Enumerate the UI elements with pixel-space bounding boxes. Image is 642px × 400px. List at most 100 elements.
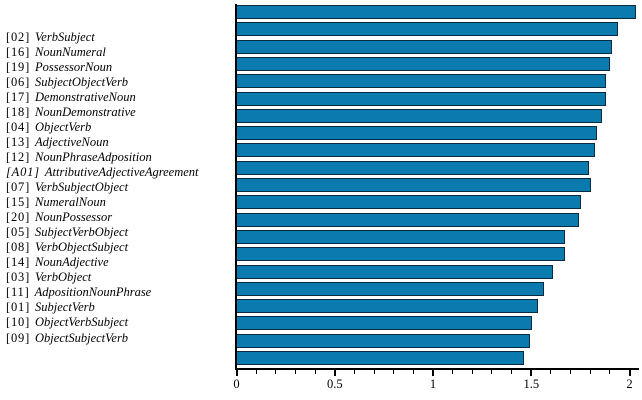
category-id: [18] (6, 104, 31, 119)
x-axis-minor-tick (609, 370, 611, 374)
x-axis-minor-tick (294, 370, 296, 374)
x-axis-line (235, 368, 640, 370)
x-axis-major-tick (530, 370, 533, 376)
category-label: [15] NumeralNoun (6, 194, 106, 210)
x-axis-minor-tick (452, 370, 454, 374)
category-id: [A01] (6, 164, 40, 179)
x-axis-minor-tick (511, 370, 513, 374)
bar (236, 299, 538, 314)
category-id: [02] (6, 29, 31, 44)
category-id: [10] (6, 315, 31, 330)
category-label: [07] VerbSubjectObject (6, 179, 128, 195)
category-name: NounPhraseAdposition (35, 149, 152, 164)
category-id: [13] (6, 134, 31, 149)
category-name: ObjectVerb (35, 119, 92, 134)
category-name: SubjectVerb (35, 300, 95, 315)
x-axis-tick-label: 0.5 (326, 377, 343, 391)
category-id: [16] (6, 44, 31, 59)
bar (236, 126, 597, 141)
x-axis-major-tick (628, 370, 631, 376)
category-id: [19] (6, 59, 31, 74)
category-id: [03] (6, 270, 31, 285)
bar (236, 39, 613, 54)
category-name: VerbSubjectObject (35, 180, 129, 194)
category-label: [16] NounNumeral (6, 44, 106, 60)
x-axis-minor-tick (393, 370, 395, 374)
category-label: [A01] AttributiveAdjectiveAgreement (6, 164, 199, 180)
category-label: [09] ObjectSubjectVerb (6, 330, 128, 346)
category-id: [11] (6, 285, 30, 300)
category-label: [12] NounPhraseAdposition (6, 149, 152, 165)
x-axis-major-tick (432, 370, 434, 376)
category-id: [15] (6, 195, 31, 210)
x-axis-minor-tick (550, 370, 552, 374)
bar (236, 108, 603, 123)
category-label: [05] SubjectVerbObject (6, 224, 128, 240)
bar (236, 281, 544, 296)
category-label: [04] ObjectVerb (6, 119, 91, 135)
bar (236, 178, 591, 192)
category-name: ObjectSubjectVerb (35, 330, 129, 345)
bar (236, 56, 611, 71)
x-axis-major-tick (333, 370, 336, 376)
category-name: AttributiveAdjectiveAgreement (44, 164, 199, 179)
category-name: VerbObjectSubject (35, 240, 129, 255)
category-name: DemonstrativeNoun (35, 89, 136, 104)
x-axis-major-tick (235, 370, 238, 376)
bar (236, 5, 636, 19)
x-axis-minor-tick (412, 370, 414, 374)
category-name: VerbObject (35, 270, 92, 285)
category-name: NounPossessor (35, 210, 113, 225)
category-id: [06] (6, 74, 31, 89)
category-name: NounNumeral (35, 44, 106, 59)
x-axis-minor-tick (491, 370, 493, 374)
category-name: NumeralNoun (35, 195, 106, 210)
bar (236, 351, 524, 365)
category-name: AdpositionNounPhrase (34, 285, 152, 300)
category-label: [10] ObjectVerbSubject (6, 314, 128, 330)
x-axis-tick-label: 1 (429, 377, 437, 391)
category-id: [17] (6, 89, 31, 104)
category-name: ObjectVerbSubject (35, 315, 129, 330)
category-name: SubjectObjectVerb (35, 74, 129, 89)
bar (236, 247, 566, 262)
bar (236, 229, 566, 244)
category-label: [17] DemonstrativeNoun (6, 89, 136, 105)
category-label: [08] VerbObjectSubject (6, 239, 128, 255)
bar (236, 74, 607, 89)
category-name: NounAdjective (35, 255, 109, 270)
category-id: [12] (6, 149, 31, 164)
x-axis-minor-tick (275, 370, 277, 374)
bar (236, 22, 619, 37)
category-label: [13] AdjectiveNoun (6, 134, 109, 150)
category-id: [09] (6, 330, 31, 345)
x-axis-tick-label: 2 (626, 377, 633, 391)
category-label: [14] NounAdjective (6, 254, 109, 270)
x-axis-minor-tick (314, 370, 316, 374)
category-name: VerbSubject (35, 29, 95, 44)
bar (236, 316, 532, 331)
category-name: SubjectVerbObject (35, 225, 129, 240)
category-label: [20] NounPossessor (6, 209, 112, 225)
category-label: [19] PossessorNoun (6, 59, 112, 75)
category-id: [01] (6, 300, 31, 315)
y-axis-line (235, 4, 237, 370)
bar (236, 160, 589, 175)
category-id: [14] (6, 255, 31, 270)
x-axis-minor-tick (373, 370, 375, 374)
category-id: [20] (6, 210, 31, 225)
bar (236, 333, 530, 348)
x-axis-minor-tick (471, 370, 473, 374)
x-axis-tick-label: 1.5 (523, 377, 540, 391)
category-label: [06] SubjectObjectVerb (6, 74, 128, 90)
category-label: [01] SubjectVerb (6, 299, 95, 315)
category-label: [02] VerbSubject (6, 29, 95, 45)
x-axis-minor-tick (570, 370, 572, 374)
bar (236, 91, 607, 106)
x-axis-minor-tick (255, 370, 257, 374)
category-name: PossessorNoun (35, 59, 113, 74)
x-axis-minor-tick (353, 370, 355, 374)
category-label: [18] NounDemonstrative (6, 104, 136, 120)
category-label: [03] VerbObject (6, 269, 91, 285)
